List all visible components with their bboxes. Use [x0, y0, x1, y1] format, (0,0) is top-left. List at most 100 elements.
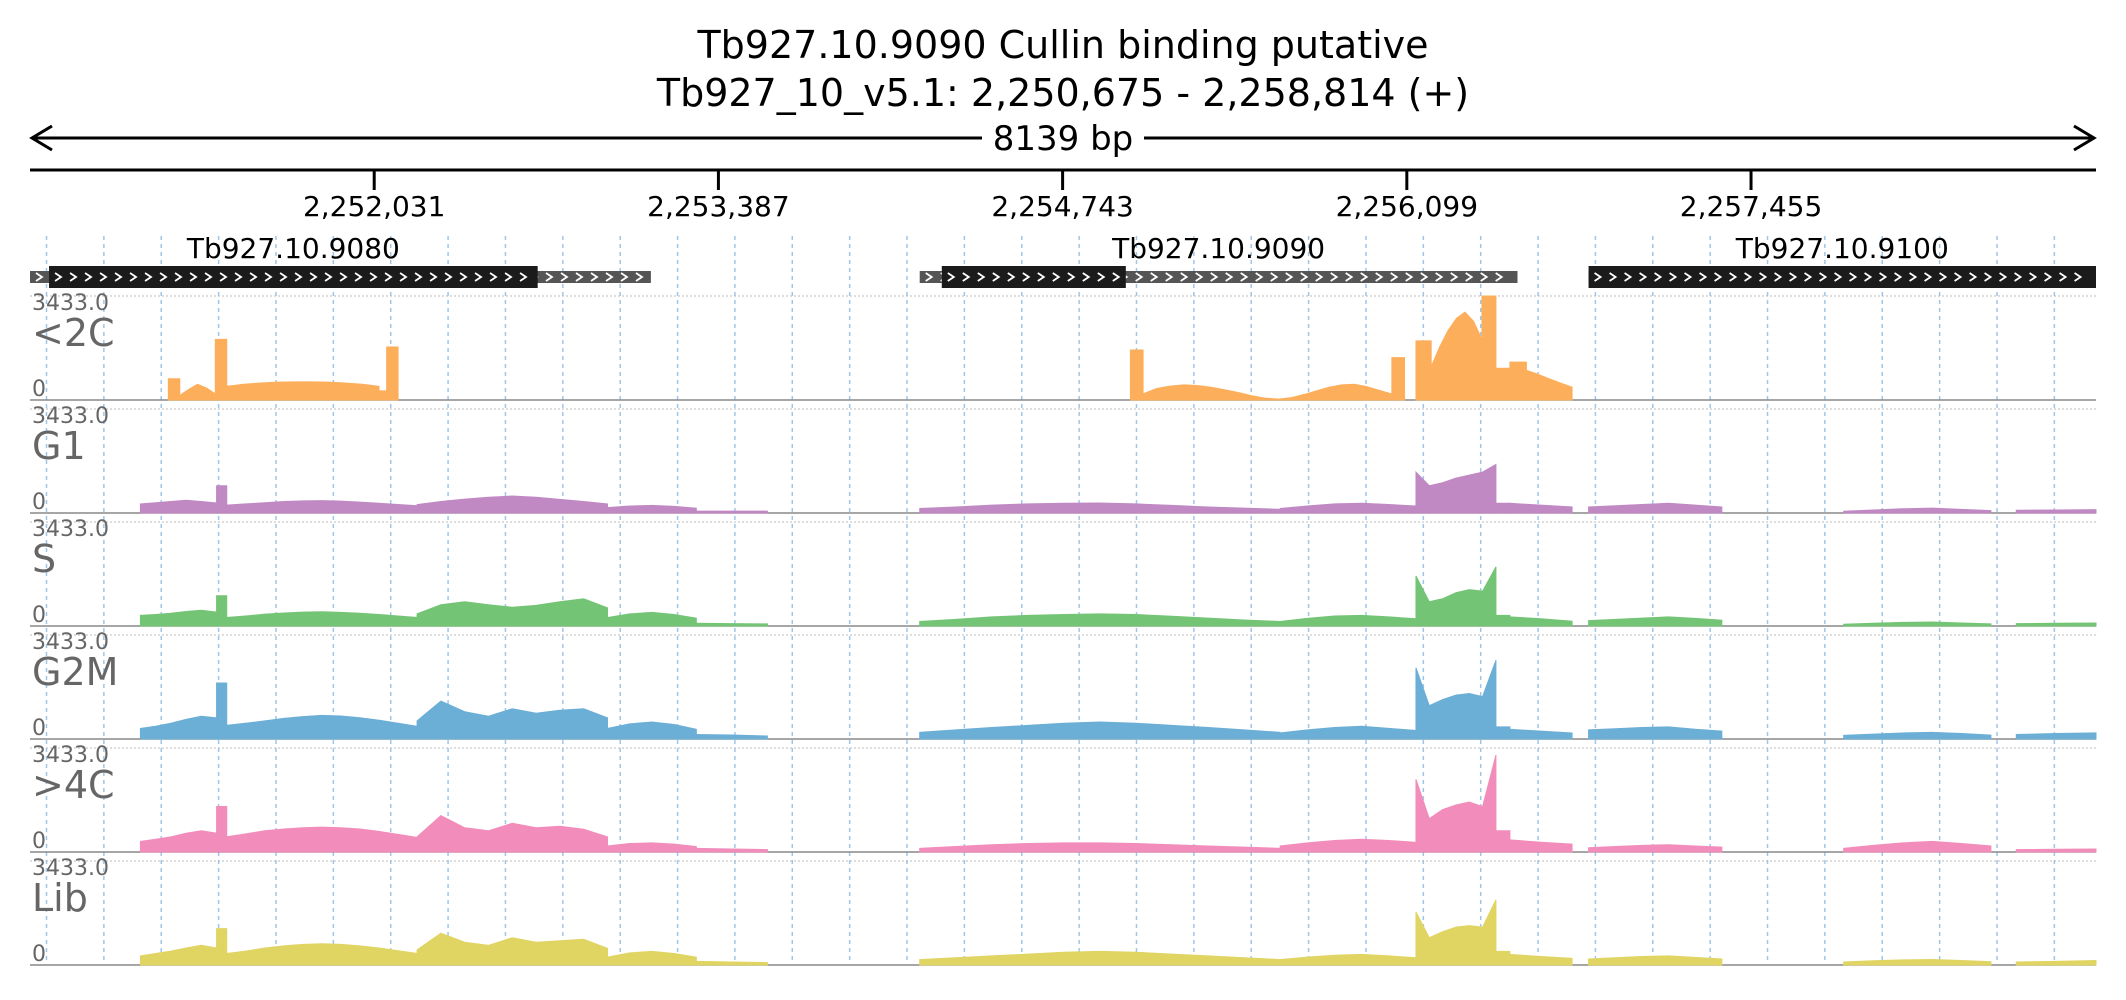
track-ymin-label: 0	[32, 716, 46, 741]
gene-utr-strand-arrow	[1390, 272, 1399, 282]
track-ymax-label: 3433.0	[32, 291, 109, 316]
coverage-area	[1279, 502, 1417, 514]
coverage-area	[1843, 840, 1992, 853]
gene-utr-strand-arrow	[1450, 272, 1459, 282]
track-name-label: Lib	[32, 876, 88, 920]
coverage-area	[1415, 463, 1497, 514]
coverage-area	[1588, 955, 1723, 966]
gene-cds-strand-arrow	[144, 272, 153, 282]
coverage-area	[2015, 959, 2097, 966]
coverage-area	[139, 609, 218, 627]
coverage-area	[1415, 566, 1497, 627]
coverage-track: 3433.0G1 0	[30, 404, 2097, 515]
coverage-area	[919, 842, 1281, 853]
coverage-area	[226, 381, 380, 401]
coverage-area	[1509, 502, 1573, 514]
coverage-area	[1495, 830, 1511, 853]
gene-cds-strand-arrow	[354, 272, 363, 282]
gene-cds-strand-arrow	[947, 272, 956, 282]
coverage-area	[1588, 616, 1723, 627]
coverage-area	[179, 383, 216, 401]
gene-cds-strand-arrow	[1112, 272, 1121, 282]
gene-cds-strand-arrow	[1834, 272, 1843, 282]
gene-cds-strand-arrow	[1969, 272, 1978, 282]
gene-utr-strand-arrow	[1480, 272, 1489, 282]
gene-cds-strand-arrow	[1894, 272, 1903, 282]
coverage-area	[1142, 384, 1280, 401]
coverage-area	[1588, 726, 1723, 740]
gene-cds-strand-arrow	[1022, 272, 1031, 282]
gene-cds-strand-arrow	[489, 272, 498, 282]
coverage-area	[1279, 614, 1417, 627]
gene-utr-strand-arrow	[1225, 272, 1234, 282]
gene-cds-strand-arrow	[1729, 272, 1738, 282]
coverage-area	[386, 346, 399, 401]
gene-label: Tb927.10.9080	[186, 232, 400, 265]
coverage-area	[1415, 899, 1497, 966]
coverage-area	[139, 715, 218, 740]
gene-cds-strand-arrow	[1097, 272, 1106, 282]
coverage-area	[1588, 844, 1723, 853]
coverage-area	[1843, 621, 1992, 627]
track-ymin-label: 0	[32, 490, 46, 515]
coverage-area	[695, 847, 768, 853]
coverage-tracks: 3433.0<2C03433.0G103433.0S03433.0G2M0343…	[30, 291, 2097, 967]
coverage-area	[226, 611, 418, 627]
gene-cds-strand-arrow	[1789, 272, 1798, 282]
coverage-area	[695, 960, 768, 966]
gene-cds-strand-arrow	[1067, 272, 1076, 282]
gene-cds-strand-arrow	[1744, 272, 1753, 282]
gene-utr-strand-arrow	[545, 272, 554, 282]
coverage-area	[695, 733, 768, 740]
coverage-area	[606, 842, 697, 853]
coverage-area	[1279, 725, 1417, 740]
track-ymax-label: 3433.0	[32, 404, 109, 429]
gene-cds-strand-arrow	[99, 272, 108, 282]
gene-cds-strand-arrow	[504, 272, 513, 282]
gene-utr-strand-arrow	[605, 272, 614, 282]
gene-cds-strand-arrow	[1639, 272, 1648, 282]
gene-utr-strand-arrow	[925, 272, 934, 282]
coverage-area	[216, 595, 228, 627]
gene-cds-strand-arrow	[1954, 272, 1963, 282]
gene-utr-strand-arrow	[1150, 272, 1159, 282]
coverage-area	[1843, 959, 1992, 966]
gene-cds-strand-arrow	[992, 272, 1001, 282]
gene-cds-strand-arrow	[384, 272, 393, 282]
gene-cds-strand-arrow	[1804, 272, 1813, 282]
gene-cds-strand-arrow	[249, 272, 258, 282]
coverage-area	[226, 943, 418, 966]
coverage-area	[2015, 848, 2097, 853]
gene-cds-strand-arrow	[69, 272, 78, 282]
coverage-area	[1509, 839, 1573, 853]
gene-cds-strand-arrow	[1774, 272, 1783, 282]
gene-cds-strand-arrow	[1594, 272, 1603, 282]
gene-cds-strand-arrow	[294, 272, 303, 282]
ruler-tick-label: 2,256,099	[1336, 190, 1479, 223]
gene-cds-strand-arrow	[1819, 272, 1828, 282]
coverage-area	[214, 338, 228, 401]
coverage-area	[139, 944, 218, 966]
gene-utr-strand-arrow	[1330, 272, 1339, 282]
coverage-area	[2015, 732, 2097, 740]
gene-utr-strand-arrow	[1240, 272, 1249, 282]
gene-cds-strand-arrow	[1609, 272, 1618, 282]
coverage-area	[1525, 369, 1573, 401]
gene-cds-strand-arrow	[1082, 272, 1091, 282]
gene-cds-strand-arrow	[2074, 272, 2083, 282]
gene-utr-strand-arrow	[1435, 272, 1444, 282]
gene-cds-strand-arrow	[1864, 272, 1873, 282]
gene-utr-strand-arrow	[1165, 272, 1174, 282]
gene-cds-strand-arrow	[444, 272, 453, 282]
gene-utr-strand-arrow	[1360, 272, 1369, 282]
coverage-area	[1279, 953, 1417, 966]
coverage-area	[1588, 502, 1723, 514]
coverage-area	[606, 504, 697, 514]
coverage-area	[1495, 614, 1511, 627]
gene-cds-strand-arrow	[459, 272, 468, 282]
gene-cds-strand-arrow	[1909, 272, 1918, 282]
gene-cds-strand-arrow	[219, 272, 228, 282]
ruler-tick-label: 2,257,455	[1680, 190, 1823, 223]
coverage-area	[1415, 340, 1432, 401]
